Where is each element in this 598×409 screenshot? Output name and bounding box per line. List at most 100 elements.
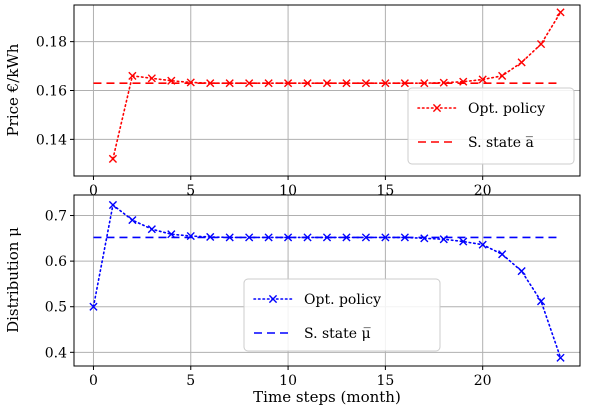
distribution-opt-policy-point bbox=[108, 200, 118, 210]
distribution-opt-policy-point bbox=[517, 267, 526, 276]
price-opt-policy-point bbox=[459, 77, 468, 86]
price-opt-policy-point-stroke-b bbox=[498, 71, 507, 80]
distribution-opt-policy-point-stroke-b bbox=[108, 200, 118, 210]
distribution-opt-policy-point bbox=[459, 237, 468, 246]
price-opt-policy-point-stroke-b bbox=[283, 79, 293, 88]
price-opt-policy-point bbox=[536, 39, 546, 49]
distribution-opt-policy-point bbox=[147, 225, 156, 234]
distribution-legend-label: Opt. policy bbox=[304, 292, 381, 308]
distribution-opt-policy-point bbox=[89, 302, 98, 311]
price-opt-policy-point-stroke-b bbox=[322, 79, 332, 88]
distribution-x-tick-label: 15 bbox=[376, 373, 394, 389]
price-plot-frame bbox=[73, 4, 581, 177]
distribution-opt-policy-point bbox=[186, 231, 195, 241]
price-y-tick-label: 0.14 bbox=[36, 132, 67, 148]
price-legend-label: Opt. policy bbox=[468, 101, 545, 117]
price-opt-policy-point-stroke-b bbox=[361, 79, 371, 88]
price-opt-policy-point bbox=[147, 74, 156, 83]
distribution-opt-policy-point bbox=[536, 297, 546, 306]
price-opt-policy-point-stroke-b bbox=[556, 8, 565, 17]
price-opt-policy-point bbox=[478, 75, 487, 84]
distribution-y-tick-label: 0.6 bbox=[45, 254, 67, 270]
price-opt-policy-point-stroke-b bbox=[167, 76, 176, 85]
distribution-opt-policy-point-stroke-b bbox=[167, 230, 176, 239]
distribution-opt-policy-point-stroke-b bbox=[245, 233, 254, 242]
price-y-tick-label: 0.16 bbox=[36, 84, 67, 100]
price-opt-policy-point bbox=[283, 79, 293, 88]
distribution-legend: Opt. policy S. state μ̅ bbox=[243, 278, 441, 352]
distribution-opt-policy-point-stroke-b bbox=[322, 233, 332, 242]
price-legend-box bbox=[407, 87, 575, 165]
distribution-opt-policy-point bbox=[478, 240, 487, 249]
price-opt-policy-point bbox=[498, 71, 507, 80]
price-opt-policy-point-stroke-b bbox=[108, 154, 118, 163]
price-opt-policy-point bbox=[400, 79, 409, 88]
price-opt-policy-point-stroke-b bbox=[245, 79, 254, 88]
distribution-x-tick-label: 10 bbox=[279, 373, 297, 389]
distribution-opt-policy-point bbox=[322, 233, 332, 242]
price-opt-policy-point-stroke-b bbox=[400, 79, 409, 88]
price-legend-marker-stroke-b bbox=[432, 103, 442, 113]
distribution-legend-label: S. state μ̅ bbox=[304, 326, 371, 342]
distribution-opt-policy-point bbox=[128, 215, 137, 225]
distribution-opt-policy-point-stroke-b bbox=[128, 215, 137, 225]
price-series bbox=[93, 8, 565, 163]
price-opt-policy-point bbox=[206, 79, 215, 88]
distribution-opt-policy-point-stroke-b bbox=[536, 297, 546, 306]
price-legend-marker bbox=[432, 103, 442, 113]
distribution-legend-box bbox=[243, 278, 441, 352]
price-opt-policy-point-stroke-b bbox=[206, 79, 215, 88]
distribution-opt-policy-point-stroke-b bbox=[89, 302, 98, 311]
distribution-opt-policy-point-stroke-b bbox=[283, 233, 293, 242]
distribution-opt-policy-point-stroke-b bbox=[420, 234, 429, 243]
price-opt-policy-point bbox=[517, 58, 526, 67]
distribution-y-tick-label: 0.5 bbox=[45, 300, 67, 316]
price-opt-policy-point bbox=[128, 71, 137, 80]
price-opt-policy-point bbox=[108, 154, 118, 163]
distribution-opt-policy-point-stroke-b bbox=[400, 233, 409, 242]
distribution-opt-policy-point-stroke-b bbox=[361, 233, 371, 242]
distribution-opt-policy-point-stroke-b bbox=[186, 231, 195, 241]
price-y-axis-label: Price €/kWh bbox=[4, 43, 22, 136]
price-opt-policy-point bbox=[439, 78, 448, 87]
price-y-tick-label: 0.18 bbox=[36, 35, 67, 51]
distribution-opt-policy-point-stroke-b bbox=[459, 237, 468, 246]
price-x-tick-label: 0 bbox=[89, 183, 98, 199]
distribution-opt-policy-point bbox=[420, 234, 429, 243]
distribution-opt-policy-point bbox=[498, 250, 507, 259]
distribution-opt-policy-point-stroke-b bbox=[556, 353, 565, 362]
distribution-x-tick-label: 20 bbox=[474, 373, 492, 389]
distribution-opt-policy-point bbox=[206, 232, 215, 242]
price-opt-policy-point-stroke-b bbox=[536, 39, 546, 49]
distribution-plot-frame bbox=[73, 194, 581, 367]
distribution-ticks: 0 5 10 15 20 0.4 0.5 0.6 0.7 bbox=[45, 209, 492, 389]
price-opt-policy-line bbox=[112, 11, 562, 160]
distribution-y-tick-label: 0.7 bbox=[45, 209, 67, 225]
distribution-opt-policy-point-stroke-b bbox=[147, 225, 156, 234]
price-panel: 0 5 10 15 200.140.160.18 Price €/kWh Opt. po… bbox=[4, 4, 581, 199]
distribution-opt-policy-point bbox=[556, 353, 565, 362]
distribution-opt-policy-point-stroke-b bbox=[478, 240, 487, 249]
distribution-opt-policy-point bbox=[361, 233, 371, 242]
distribution-x-tick-label: 5 bbox=[186, 373, 195, 389]
price-opt-policy-point bbox=[361, 79, 371, 88]
distribution-y-axis-label: Distribution μ bbox=[4, 227, 22, 333]
distribution-opt-policy-point bbox=[245, 233, 254, 242]
price-opt-policy-point-stroke-b bbox=[147, 74, 156, 83]
distribution-opt-policy-point-stroke-b bbox=[517, 267, 526, 276]
distribution-opt-policy-point-stroke-b bbox=[206, 232, 215, 242]
distribution-series bbox=[89, 200, 565, 362]
price-opt-policy-point-stroke-b bbox=[459, 77, 468, 86]
price-x-tick-label: 5 bbox=[186, 183, 195, 199]
distribution-panel: 0 5 10 15 20 0.4 0.5 0.6 0.7 Distribution μ Time… bbox=[4, 194, 581, 406]
distribution-opt-policy-point bbox=[283, 233, 293, 242]
distribution-legend-marker-stroke-b bbox=[268, 294, 278, 304]
distribution-legend-marker bbox=[268, 294, 278, 304]
price-opt-policy-point bbox=[556, 8, 565, 17]
price-legend: Opt. policy S. state a̅ bbox=[407, 87, 575, 165]
price-opt-policy-point bbox=[245, 79, 254, 88]
price-opt-policy-point-stroke-b bbox=[128, 71, 137, 80]
distribution-x-tick-label: 0 bbox=[89, 373, 98, 389]
distribution-y-tick-label: 0.4 bbox=[45, 345, 67, 361]
